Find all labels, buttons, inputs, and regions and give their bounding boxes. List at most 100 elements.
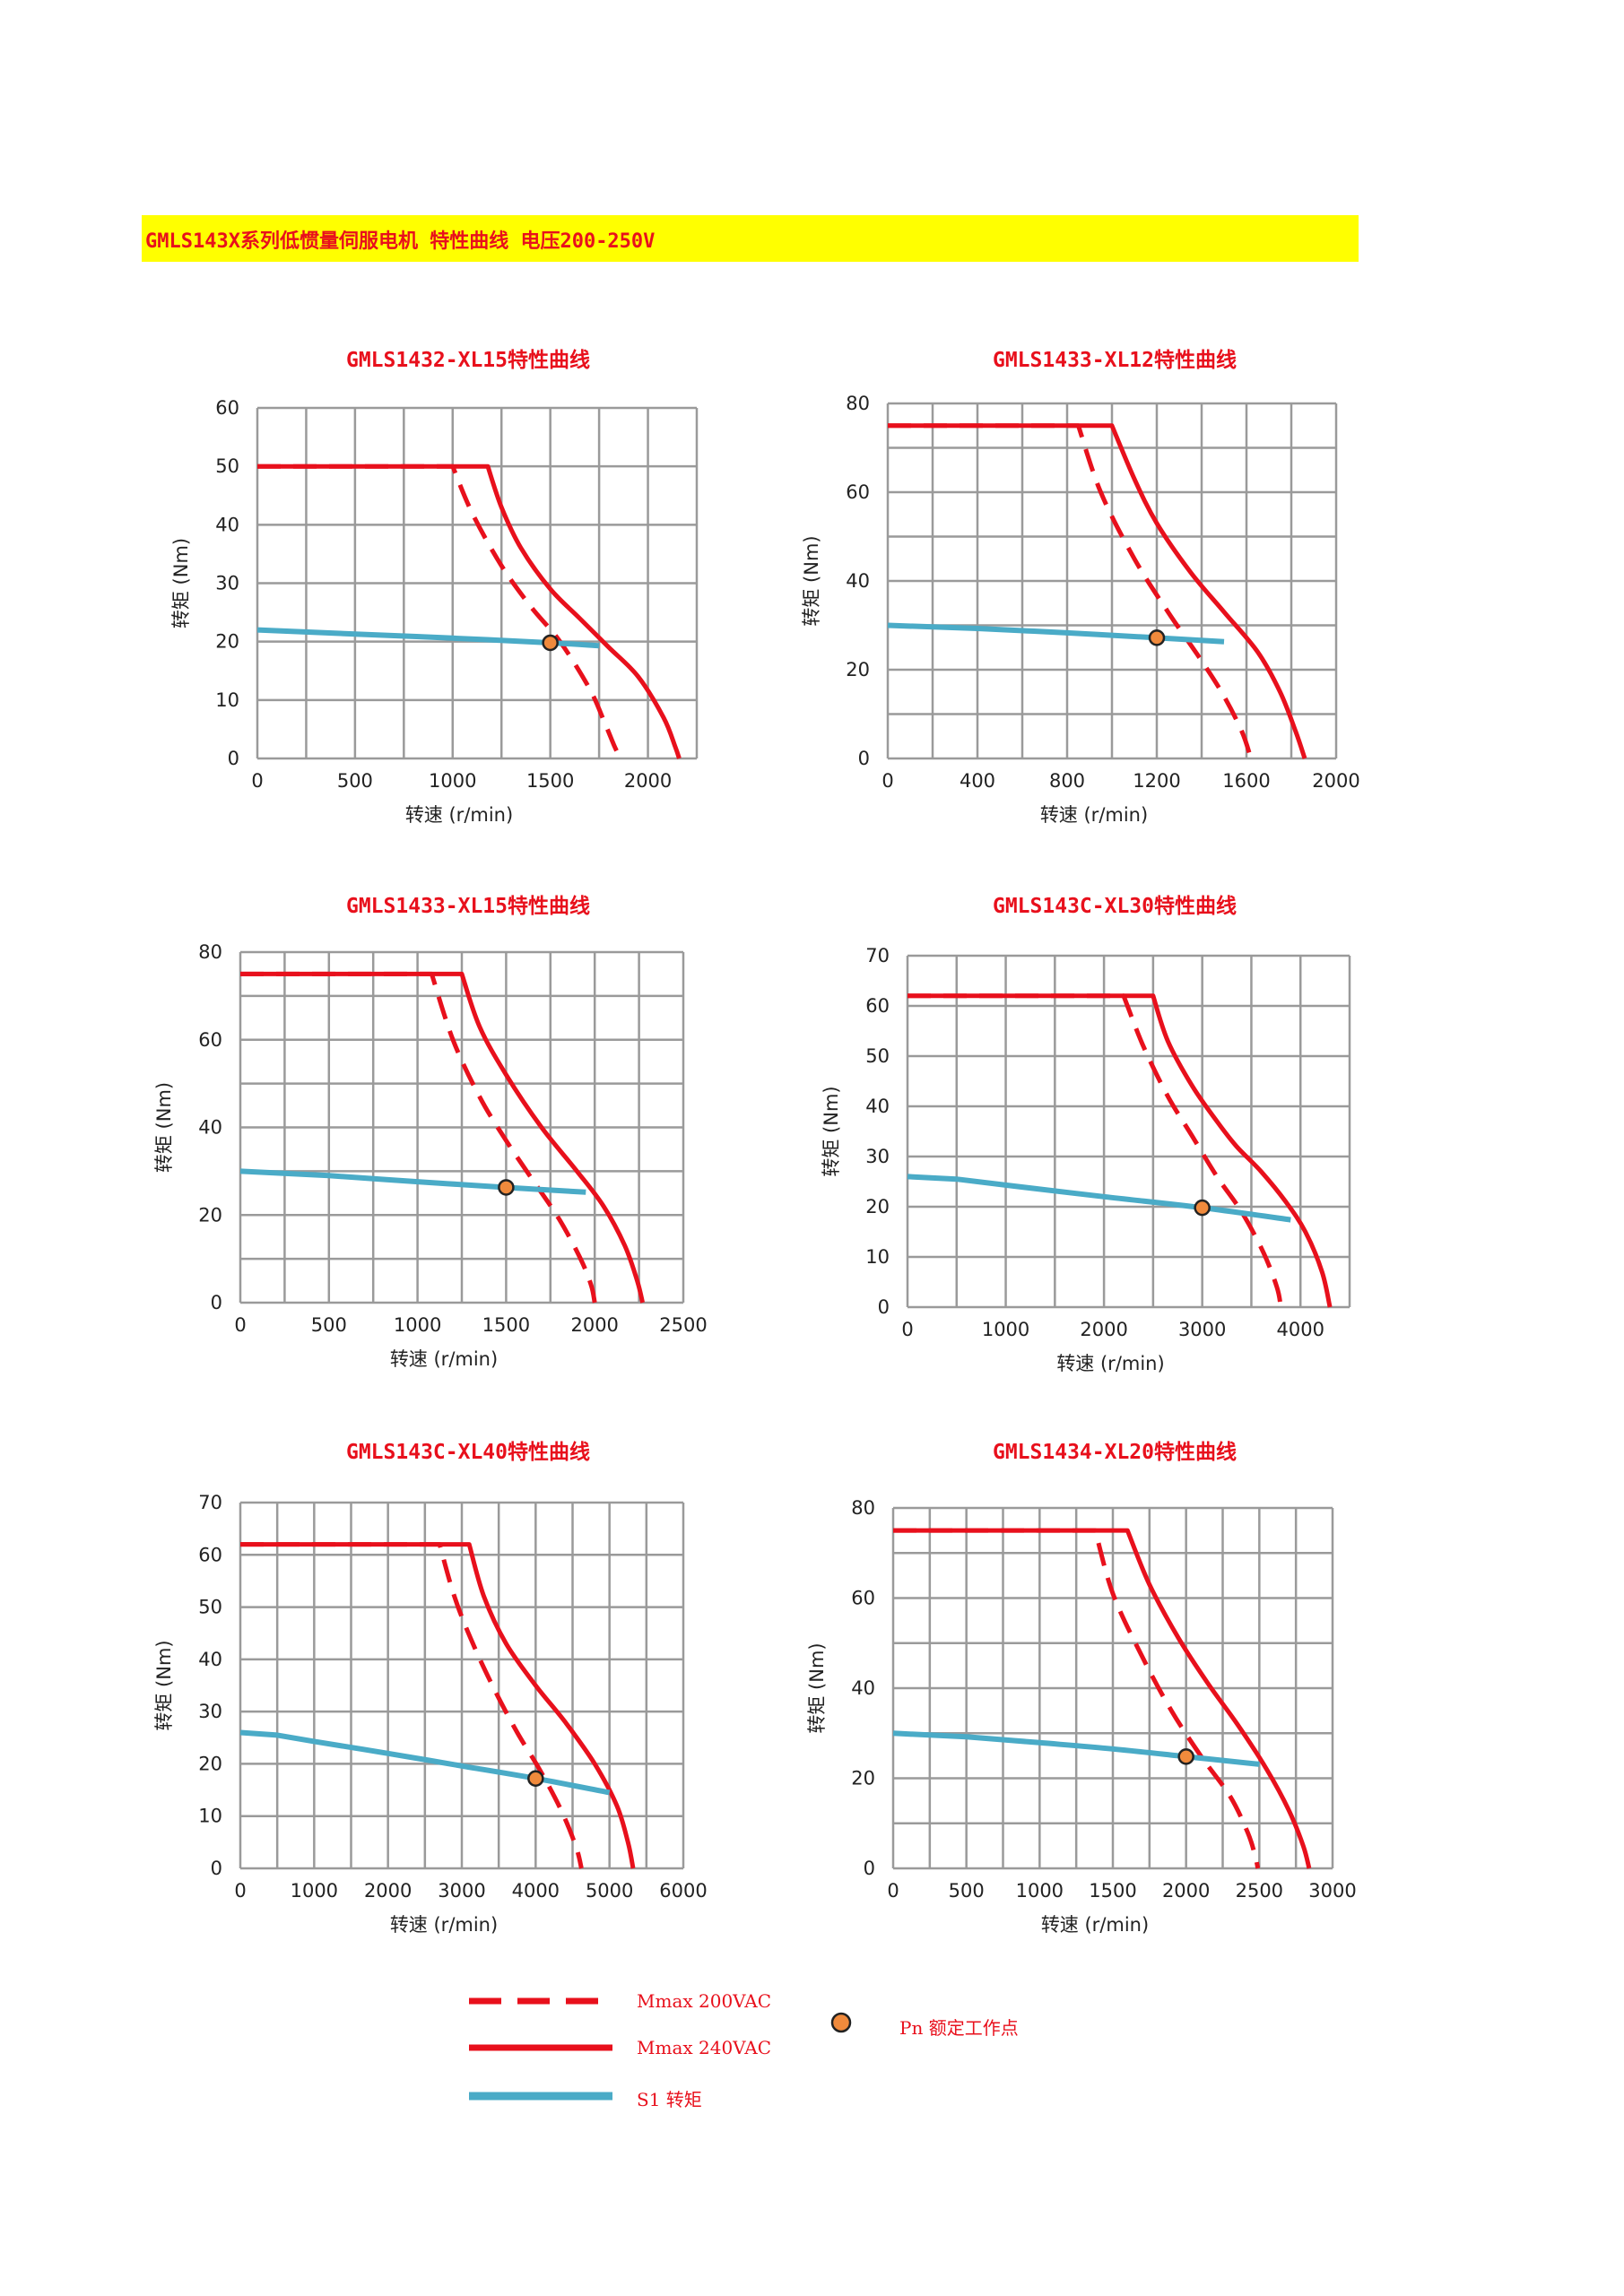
y-tick-label: 40	[215, 514, 239, 535]
x-tick-label: 2000	[1312, 770, 1359, 792]
y-tick-label: 0	[878, 1296, 890, 1318]
y-tick-label: 80	[851, 1497, 875, 1519]
x-axis-label: 转速 (r/min)	[1040, 804, 1148, 826]
x-tick-label: 1000	[291, 1880, 338, 1902]
x-tick-label: 6000	[659, 1880, 707, 1902]
y-tick-label: 70	[198, 1492, 222, 1513]
x-axis-label: 转速 (r/min)	[1056, 1353, 1164, 1374]
y-tick-label: 40	[198, 1117, 222, 1139]
series-mmax200	[888, 426, 1251, 758]
y-tick-label: 0	[858, 748, 870, 769]
y-tick-label: 10	[865, 1246, 890, 1268]
y-tick-label: 60	[198, 1029, 222, 1051]
chart-6: 0 500 1000 1500 2000 2500 3000020406080转速 (r/m…	[806, 1497, 1357, 1936]
y-tick-label: 20	[851, 1768, 875, 1789]
x-tick-label: 2000	[570, 1314, 618, 1336]
chart-2: 0 400 800 1200 1600 2000 0 20 40 60 80 转速 (r/min) 转矩…	[801, 393, 1360, 826]
x-tick-label: 1200	[1133, 770, 1180, 792]
x-tick-label: 500	[311, 1314, 347, 1336]
y-tick-label: 50	[198, 1597, 222, 1618]
y-tick-label: 20	[846, 659, 870, 680]
x-tick-label: 1000	[429, 770, 476, 792]
x-tick-label: 0	[901, 1319, 913, 1340]
x-axis-label: 转速 (r/min)	[390, 1914, 498, 1936]
y-tick-label: 60	[865, 995, 890, 1017]
x-tick-label: 2000	[624, 770, 672, 792]
pn-point	[1179, 1749, 1194, 1763]
y-tick-label: 50	[865, 1045, 890, 1067]
x-tick-label: 3000	[438, 1880, 485, 1902]
series-mmax200	[257, 466, 621, 758]
y-tick-label: 0	[864, 1858, 875, 1879]
x-axis-label: 转速 (r/min)	[405, 804, 513, 826]
series-mmax240	[257, 466, 679, 758]
chart-3: 0 500 1000 1500 2000 2500 0 20 40 60 80 转速 (r/min) 转…	[153, 941, 708, 1370]
x-tick-label: 3000	[1308, 1880, 1356, 1902]
x-tick-label: 2500	[659, 1314, 707, 1336]
x-tick-label: 2000	[364, 1880, 412, 1902]
y-tick-label: 40	[851, 1677, 875, 1699]
series-mmax240	[240, 974, 643, 1303]
x-tick-label: 5000	[586, 1880, 633, 1902]
x-tick-label: 0	[251, 770, 263, 792]
y-tick-label: 0	[211, 1858, 222, 1879]
series-mmax240	[240, 1545, 633, 1868]
x-tick-label: 800	[1049, 770, 1085, 792]
y-axis-label: 转矩 (Nm)	[153, 1640, 175, 1730]
y-tick-label: 80	[846, 393, 870, 414]
y-axis-label: 转矩 (Nm)	[806, 1642, 828, 1733]
y-tick-label: 60	[846, 481, 870, 503]
x-tick-label: 2500	[1236, 1880, 1283, 1902]
x-tick-label: 1600	[1222, 770, 1270, 792]
x-tick-label: 4000	[512, 1880, 560, 1902]
y-tick-label: 20	[865, 1196, 890, 1217]
x-tick-label: 2000	[1162, 1880, 1210, 1902]
y-tick-label: 20	[215, 631, 239, 653]
pn-point	[499, 1180, 513, 1194]
pn-point	[1150, 630, 1164, 645]
y-axis-label: 转矩 (Nm)	[153, 1082, 175, 1173]
x-tick-label: 0	[234, 1314, 246, 1336]
x-tick-label: 1500	[526, 770, 574, 792]
y-tick-label: 40	[865, 1096, 890, 1117]
series-s1	[240, 1171, 586, 1191]
y-tick-label: 40	[846, 570, 870, 592]
y-axis-label: 转矩 (Nm)	[821, 1086, 842, 1176]
y-tick-label: 60	[198, 1544, 222, 1565]
y-tick-label: 10	[215, 689, 239, 711]
x-tick-label: 1500	[1089, 1880, 1136, 1902]
pn-point	[528, 1772, 543, 1786]
x-tick-label: 1500	[482, 1314, 530, 1336]
x-axis-label: 转速 (r/min)	[1041, 1914, 1149, 1936]
y-tick-label: 40	[198, 1649, 222, 1670]
x-tick-label: 400	[960, 770, 995, 792]
x-tick-label: 0	[234, 1880, 246, 1902]
x-tick-label: 2000	[1080, 1319, 1127, 1340]
x-tick-label: 500	[337, 770, 373, 792]
x-tick-label: 1000	[982, 1319, 1029, 1340]
pn-point	[1195, 1200, 1210, 1215]
x-axis-label: 转速 (r/min)	[390, 1348, 498, 1370]
x-tick-label: 1000	[1016, 1880, 1064, 1902]
y-tick-label: 70	[865, 945, 890, 966]
chart-1: 0 500 1000 1500 20000102030405060转速 (r/min)转…	[170, 397, 697, 826]
y-tick-label: 30	[865, 1146, 890, 1167]
x-tick-label: 4000	[1276, 1319, 1324, 1340]
series-mmax240	[888, 426, 1305, 758]
y-tick-label: 0	[211, 1292, 222, 1313]
chart-5: 0 1000 2000 3000 4000 5000 6000 0 10 20 30 40 50 60 70…	[153, 1492, 708, 1936]
y-tick-label: 30	[198, 1701, 222, 1722]
y-tick-label: 20	[198, 1753, 222, 1774]
y-tick-label: 80	[198, 941, 222, 963]
y-tick-label: 30	[215, 573, 239, 594]
chart-4: 0 1000 2000 3000 4000 0 10 20 30 40 50 60 70 转速 (r/mi…	[821, 945, 1350, 1374]
y-tick-label: 0	[228, 748, 239, 769]
y-axis-label: 转矩 (Nm)	[801, 535, 822, 626]
y-axis-label: 转矩 (Nm)	[170, 538, 192, 628]
series-s1	[888, 626, 1224, 642]
y-tick-label: 60	[215, 397, 239, 419]
series-mmax200	[908, 996, 1281, 1307]
x-tick-label: 0	[881, 770, 893, 792]
x-tick-label: 500	[949, 1880, 985, 1902]
